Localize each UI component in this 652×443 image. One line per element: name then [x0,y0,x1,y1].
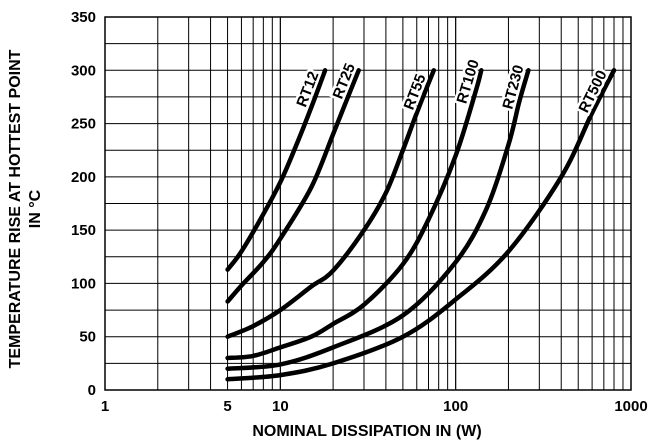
y-tick-label: 200 [71,169,96,186]
y-tick-label: 0 [88,382,96,399]
curve-rt100 [225,68,484,361]
curve-rt12 [225,68,328,272]
curve-rt25 [225,68,361,304]
y-axis-title-line2: IN °C [27,189,44,228]
curve-rt230 [225,68,531,371]
x-tick-label: 1 [101,398,109,415]
y-tick-label: 50 [79,329,96,346]
y-tick-label: 100 [71,275,96,292]
curves [225,68,617,382]
x-tick-label: 100 [443,398,468,415]
curve-rt55 [225,68,437,339]
curve-rt500 [225,68,617,382]
y-tick-label: 250 [71,116,96,133]
y-tick-labels: 0 50 100 150 200 250 300 350 [71,9,96,399]
x-tick-labels: 1 5 10 100 1000 [101,398,648,415]
x-axis-title: NOMINAL DISSIPATION IN (W) [252,423,481,440]
y-axis-title-line1: TEMPERATURE RISE AT HOTTEST POINT [7,49,24,368]
y-tick-label: 350 [71,9,96,26]
x-tick-label: 5 [223,398,231,415]
y-tick-label: 300 [71,62,96,79]
y-tick-label: 150 [71,222,96,239]
x-tick-label: 10 [272,398,289,415]
curve-labels: RT12 RT25 RT55 RT100 RT230 RT500 [291,55,613,118]
x-tick-label: 1000 [614,398,647,415]
plot-frame [104,16,632,391]
